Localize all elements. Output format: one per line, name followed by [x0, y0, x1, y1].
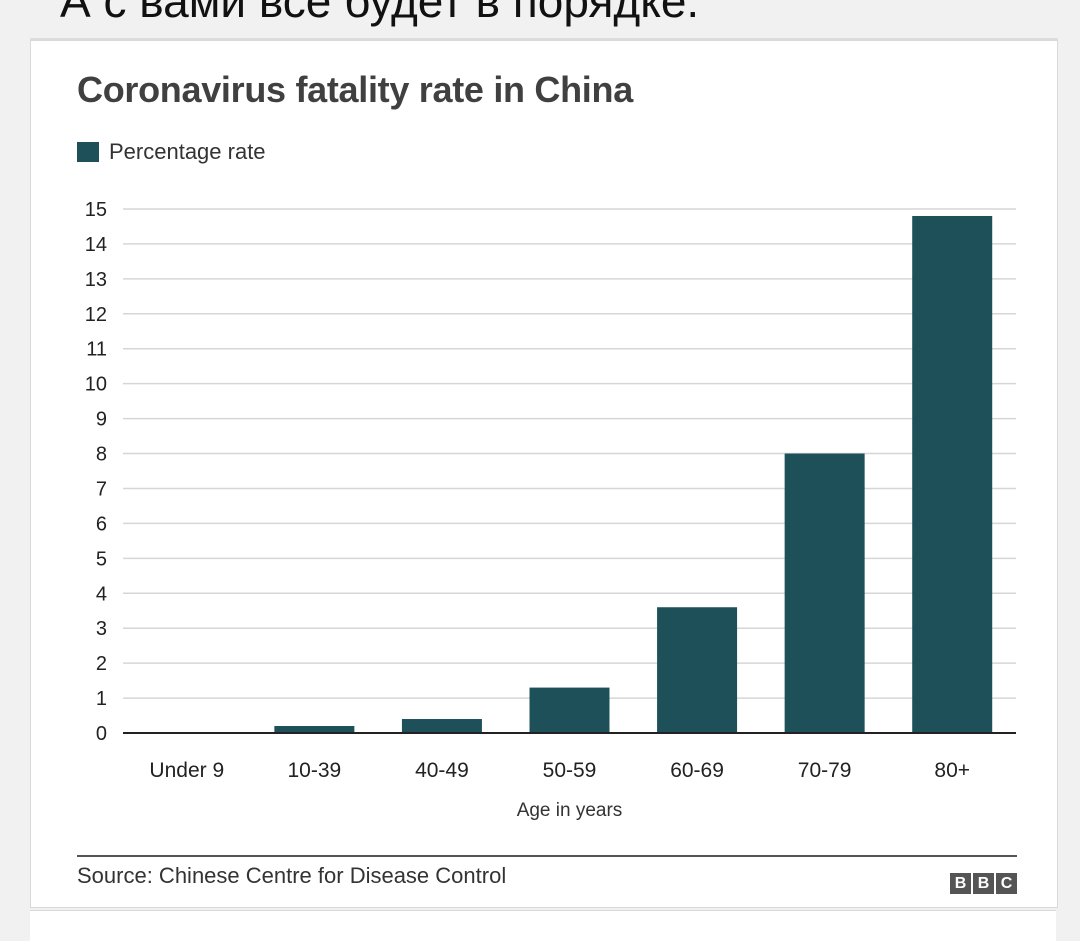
grid-lines — [123, 208, 1016, 699]
y-tick-label: 13 — [85, 269, 107, 291]
x-tick-label: 40-49 — [415, 759, 469, 782]
next-card — [30, 910, 1056, 941]
x-tick-label: 10-39 — [287, 759, 341, 782]
y-tick-label: 0 — [96, 723, 107, 745]
divider — [30, 38, 1058, 40]
bbc-logo-letter: B — [950, 873, 971, 894]
x-axis-label: Age in years — [517, 800, 623, 821]
y-tick-label: 3 — [96, 618, 107, 640]
x-tick-label: 60-69 — [670, 759, 724, 782]
bar-80- — [912, 215, 993, 733]
x-tick-labels: Under 9 10-39 40-49 50-59 60-69 70-79 80+ — [149, 759, 970, 782]
chart-card: Coronavirus fatality rate in China Perce… — [30, 40, 1058, 908]
source-divider — [77, 855, 1017, 857]
y-tick-label: 7 — [96, 478, 107, 500]
y-tick-label: 12 — [85, 304, 107, 326]
x-tick-label: 50-59 — [543, 759, 597, 782]
bbc-logo-letter: B — [973, 873, 994, 894]
bbc-logo-letter: C — [996, 873, 1017, 894]
bbc-logo: B B C — [948, 873, 1017, 894]
legend-label: Percentage rate — [109, 139, 266, 164]
y-tick-label: 14 — [85, 234, 107, 256]
y-tick-label: 2 — [96, 653, 107, 675]
y-tick-label: 10 — [85, 374, 107, 396]
y-tick-label: 1 — [96, 688, 107, 710]
y-tick-label: 8 — [96, 444, 107, 466]
y-tick-label: 9 — [96, 409, 107, 431]
y-tick-label: 4 — [96, 583, 107, 605]
bar-10-39 — [274, 726, 355, 733]
bar-40-49 — [401, 719, 482, 733]
y-tick-label: 6 — [96, 513, 107, 535]
bar-70-79 — [784, 453, 865, 733]
x-tick-label: 70-79 — [798, 759, 852, 782]
legend-swatch — [77, 142, 99, 162]
source-text: Source: Chinese Centre for Disease Contr… — [77, 863, 507, 888]
bar-60-69 — [657, 607, 738, 733]
bar-50-59 — [529, 687, 610, 733]
x-tick-label: Under 9 — [149, 759, 224, 782]
chart-legend: Percentage rate — [77, 139, 266, 165]
y-tick-label: 5 — [96, 548, 107, 570]
y-tick-label: 15 — [85, 199, 107, 221]
bars — [274, 215, 993, 733]
caption-text: А с вами все будет в порядке. — [60, 0, 700, 27]
x-tick-label: 80+ — [934, 759, 970, 782]
y-tick-label: 11 — [86, 339, 107, 361]
chart-title: Coronavirus fatality rate in China — [77, 69, 633, 110]
